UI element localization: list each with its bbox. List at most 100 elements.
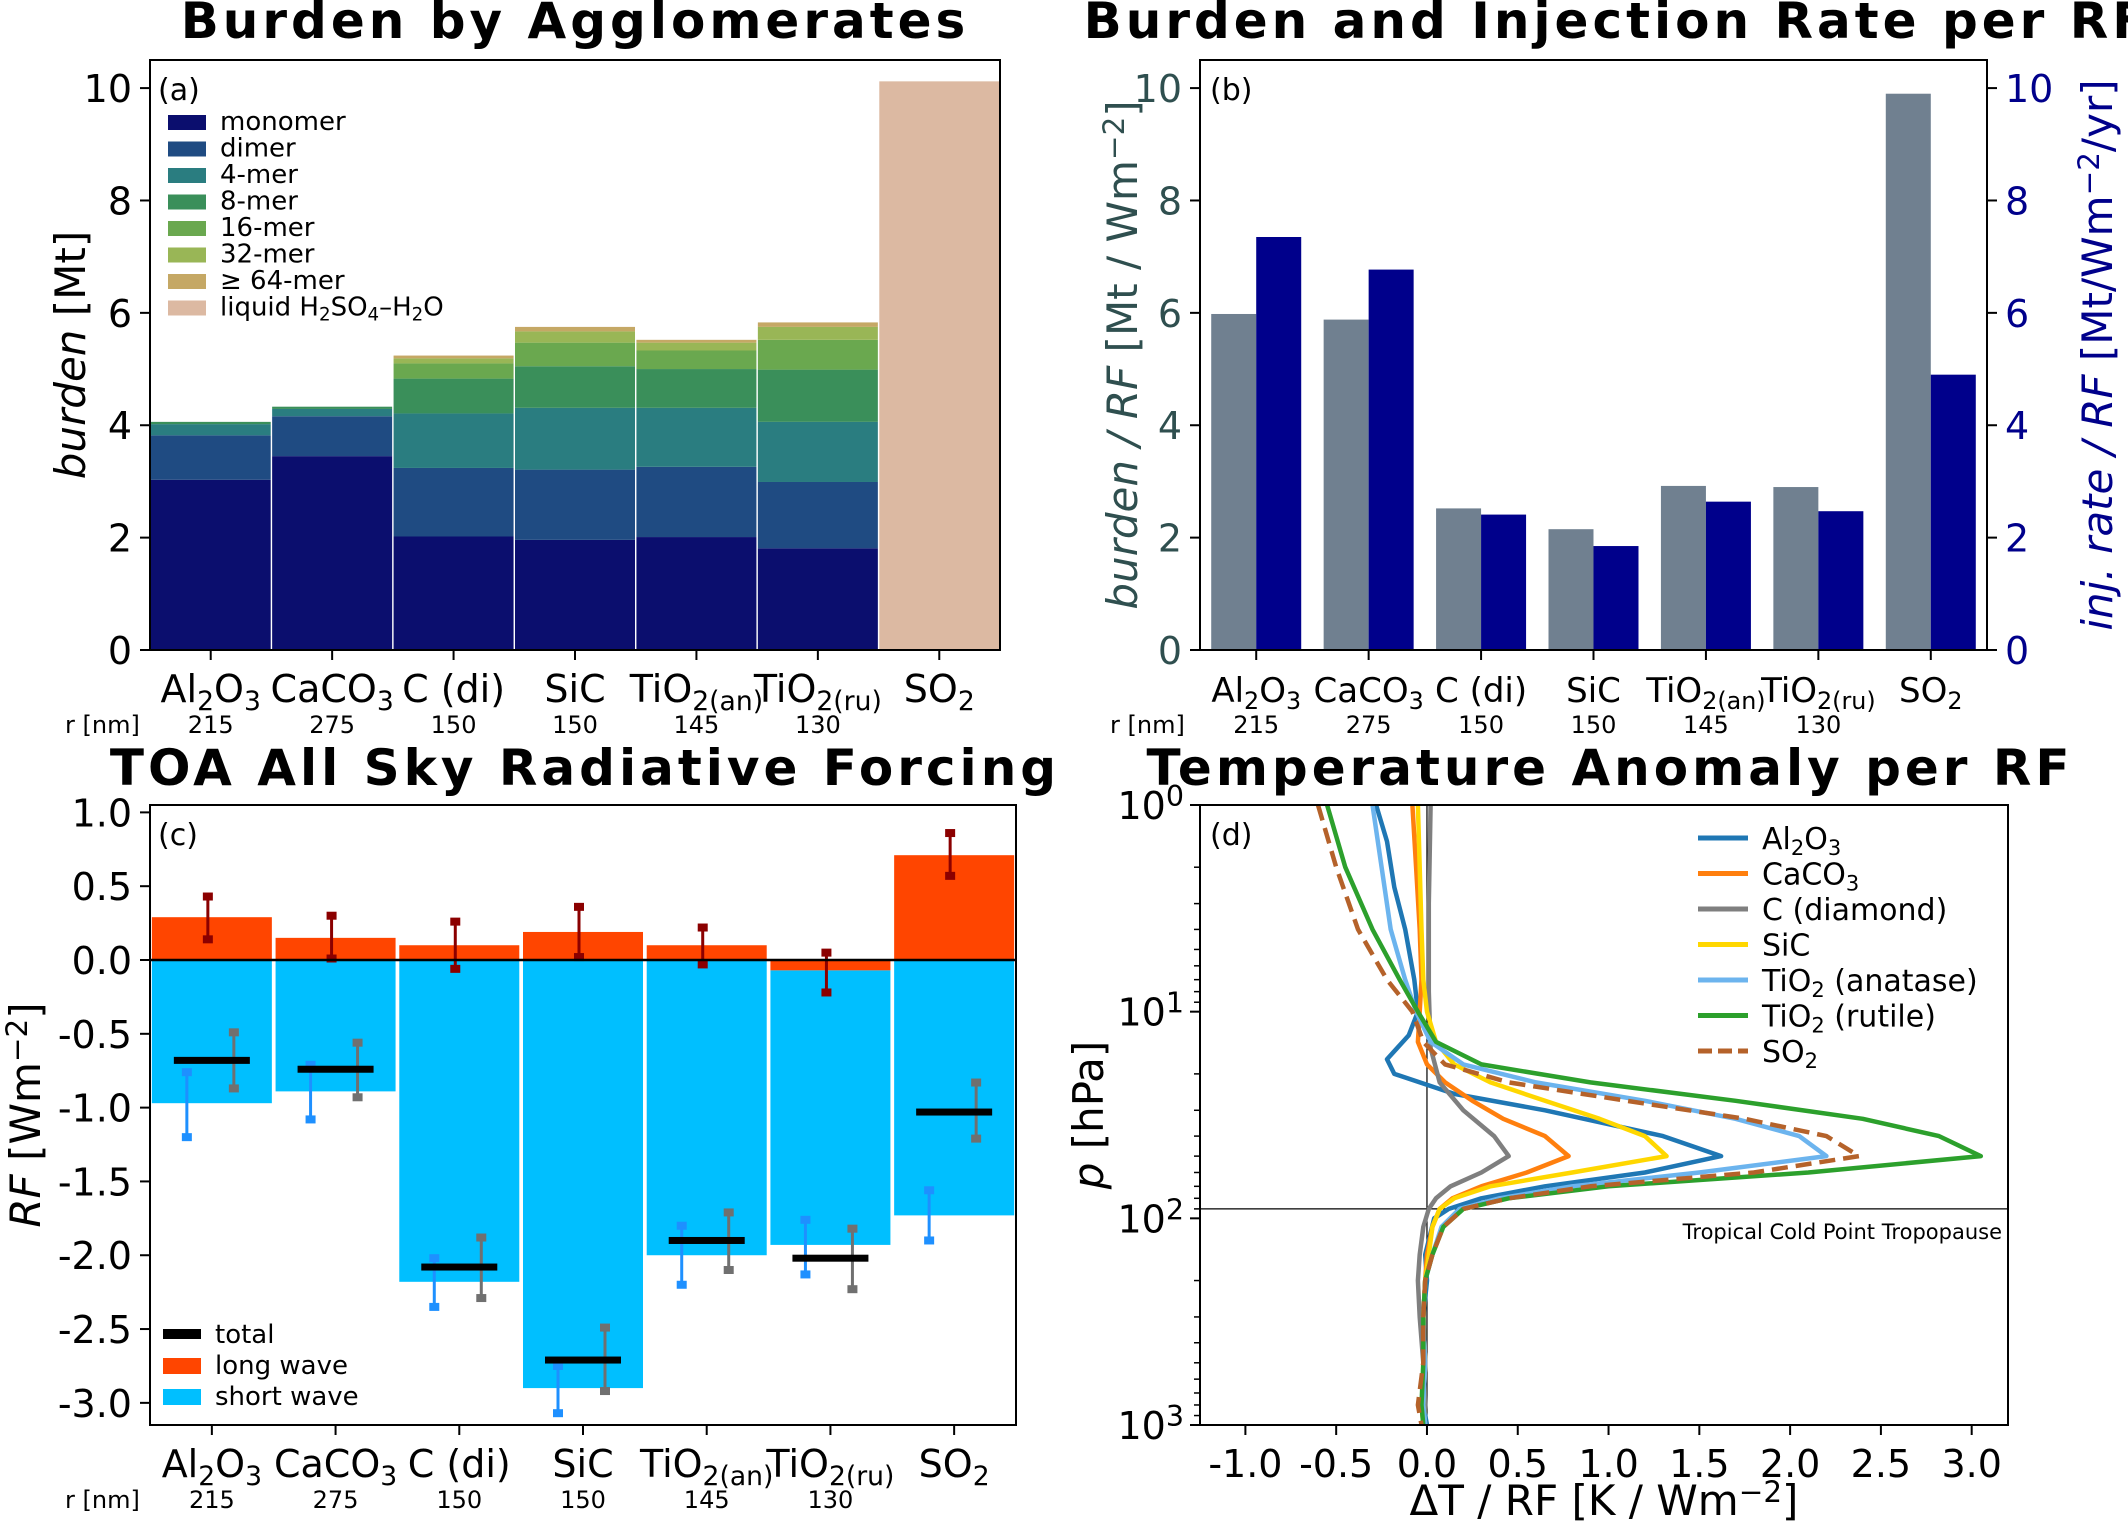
bar-a-2-2	[393, 413, 514, 468]
ytick-label-b-left: 6	[1158, 292, 1182, 336]
err-total-0-cap-top	[228, 1028, 239, 1037]
axes-frame-c	[149, 804, 1017, 1426]
bar-a-2-0	[150, 424, 271, 436]
legend-label-d-2: C (diamond)	[1762, 893, 1947, 928]
title-c: TOA All Sky Radiative Forcing	[110, 739, 1060, 797]
ytick-label-b-right: 4	[2005, 404, 2029, 448]
panel-label-a: (a)	[158, 73, 200, 108]
axes-frame-a	[149, 59, 1001, 651]
ytick-label-d: 101	[1118, 987, 1185, 1035]
ytick-label-c: -1.0	[58, 1087, 132, 1131]
bar-a-6-2	[393, 355, 514, 359]
title-d: Temperature Anomaly per RF	[1146, 739, 2073, 797]
bar-a-0-0	[150, 479, 271, 650]
bar-a-0-3	[515, 539, 635, 650]
err-longwave-2-cap-top	[450, 917, 461, 926]
err-longwave-1-cap-bottom	[326, 954, 337, 963]
bar-a-3-1	[272, 406, 393, 409]
title-a: Burden by Agglomerates	[181, 0, 970, 50]
err-shortwave-6-cap-top	[924, 1186, 935, 1195]
bar-a-1-5	[757, 481, 878, 549]
bar-shortwave-0	[151, 960, 272, 1104]
err-shortwave-2-cap-bottom	[429, 1302, 440, 1311]
mark-total-1	[297, 1065, 374, 1073]
cat-b-1-radius-label: 275	[1346, 711, 1392, 739]
cat-a-5-tick-label: TiO2(ru)	[753, 667, 882, 717]
ylabel-a: burden [Mt]	[46, 231, 95, 480]
bar-burden-rf-0	[1211, 313, 1257, 650]
err-total-6-cap-top	[971, 1078, 982, 1087]
bar-shortwave-2	[399, 960, 520, 1282]
legend-swatch-a-4	[168, 221, 206, 236]
xtick-label-d: -0.5	[1299, 1442, 1373, 1486]
ytick-label-c: 0.0	[72, 939, 132, 983]
cat-b-6-tick-label: SO2	[1899, 671, 1962, 715]
r-label-c: r [nm]	[65, 1486, 140, 1514]
err-longwave-3-cap-top	[574, 902, 584, 911]
ytick-label-d: 103	[1118, 1400, 1185, 1448]
legend-label-d-5: TiO2 (rutile)	[1761, 1000, 1936, 1038]
cat-c-4-tick-label: TiO2(an)	[639, 1442, 773, 1492]
bar-a-5-4	[636, 342, 757, 351]
legend-swatch-a-5	[168, 247, 206, 263]
legend-label-d-0: Al2O3	[1762, 822, 1841, 860]
legend-label-d-6: SO2	[1762, 1035, 1818, 1073]
bar-a-5-3	[515, 331, 635, 343]
ytick-label-b-left: 10	[1134, 67, 1182, 111]
bar-a-0-2	[393, 536, 514, 650]
cat-b-0-radius-label: 215	[1233, 711, 1279, 739]
cat-a-4-tick-label: TiO2(an)	[629, 667, 763, 717]
err-longwave-6-cap-top	[945, 829, 956, 838]
ytick-label-b-right: 6	[2005, 292, 2029, 336]
bar-longwave-2	[399, 945, 520, 960]
bar-a-4-4	[636, 350, 757, 370]
err-total-6-cap-bottom	[971, 1134, 982, 1143]
bar-inj-rf-6	[1930, 374, 1976, 650]
legend-label-c-0: total	[215, 1320, 274, 1350]
cat-a-1-tick-label: CaCO3	[271, 667, 394, 717]
mark-total-6	[916, 1108, 993, 1116]
legend-label-d-3: SiC	[1762, 929, 1810, 964]
panel-label-d: (d)	[1210, 818, 1252, 853]
cat-c-4-radius-label: 145	[684, 1486, 730, 1514]
ytick-label-c: 1.0	[72, 791, 132, 835]
title-b: Burden and Injection Rate per RF	[1084, 0, 2128, 50]
legend-swatch-a-7	[168, 300, 206, 316]
bar-inj-rf-3	[1593, 546, 1639, 650]
cat-a-3-tick-label: SiC	[544, 667, 605, 711]
bar-a-0-1	[272, 456, 393, 650]
bar-a-1-2	[393, 467, 514, 537]
bar-a-6-5	[757, 322, 878, 327]
ytick-label-a: 6	[108, 292, 132, 336]
bar-burden-rf-2	[1436, 508, 1482, 650]
bar-a-5-2	[393, 358, 514, 364]
mark-total-4	[668, 1236, 745, 1244]
err-total-3-cap-top	[600, 1323, 610, 1332]
err-shortwave-6-cap-bottom	[924, 1236, 935, 1245]
cat-a-2-tick-label: C (di)	[402, 667, 505, 711]
err-shortwave-1-cap-bottom	[305, 1115, 316, 1124]
ytick-label-b-left: 8	[1158, 179, 1182, 223]
bar-inj-rf-2	[1481, 514, 1527, 650]
bar-longwave-1	[275, 937, 396, 960]
err-total-4-cap-bottom	[723, 1266, 734, 1274]
bar-shortwave-4	[646, 960, 767, 1256]
xtick-label-d: -1.0	[1208, 1442, 1282, 1486]
ylabel-d: p [hPa]	[1064, 1041, 1113, 1191]
ylabel-c: RF [Wm−2]	[0, 1002, 50, 1227]
bar-a-2-5	[757, 421, 878, 482]
err-total-1-cap-top	[352, 1038, 363, 1047]
ytick-label-c: 0.5	[72, 865, 132, 909]
err-total-2-cap-bottom	[476, 1294, 487, 1303]
err-total-3-cap-bottom	[600, 1387, 610, 1396]
cat-c-5-tick-label: TiO2(ru)	[765, 1442, 894, 1492]
xlabel-d: ΔT / RF [K / Wm−2]	[1410, 1475, 1799, 1523]
bar-a-6-3	[515, 326, 635, 332]
cat-c-3-tick-label: SiC	[552, 1442, 613, 1486]
bar-a-1-3	[515, 469, 635, 540]
ylabel-b-right: inj. rate / RF [Mt/Wm−2/yr]	[2072, 79, 2122, 630]
bar-a-1-1	[272, 416, 393, 457]
legend-label-a-3: 8-mer	[220, 187, 298, 217]
line-d-6	[1315, 804, 1862, 1426]
err-shortwave-3-cap-top	[553, 1361, 563, 1370]
